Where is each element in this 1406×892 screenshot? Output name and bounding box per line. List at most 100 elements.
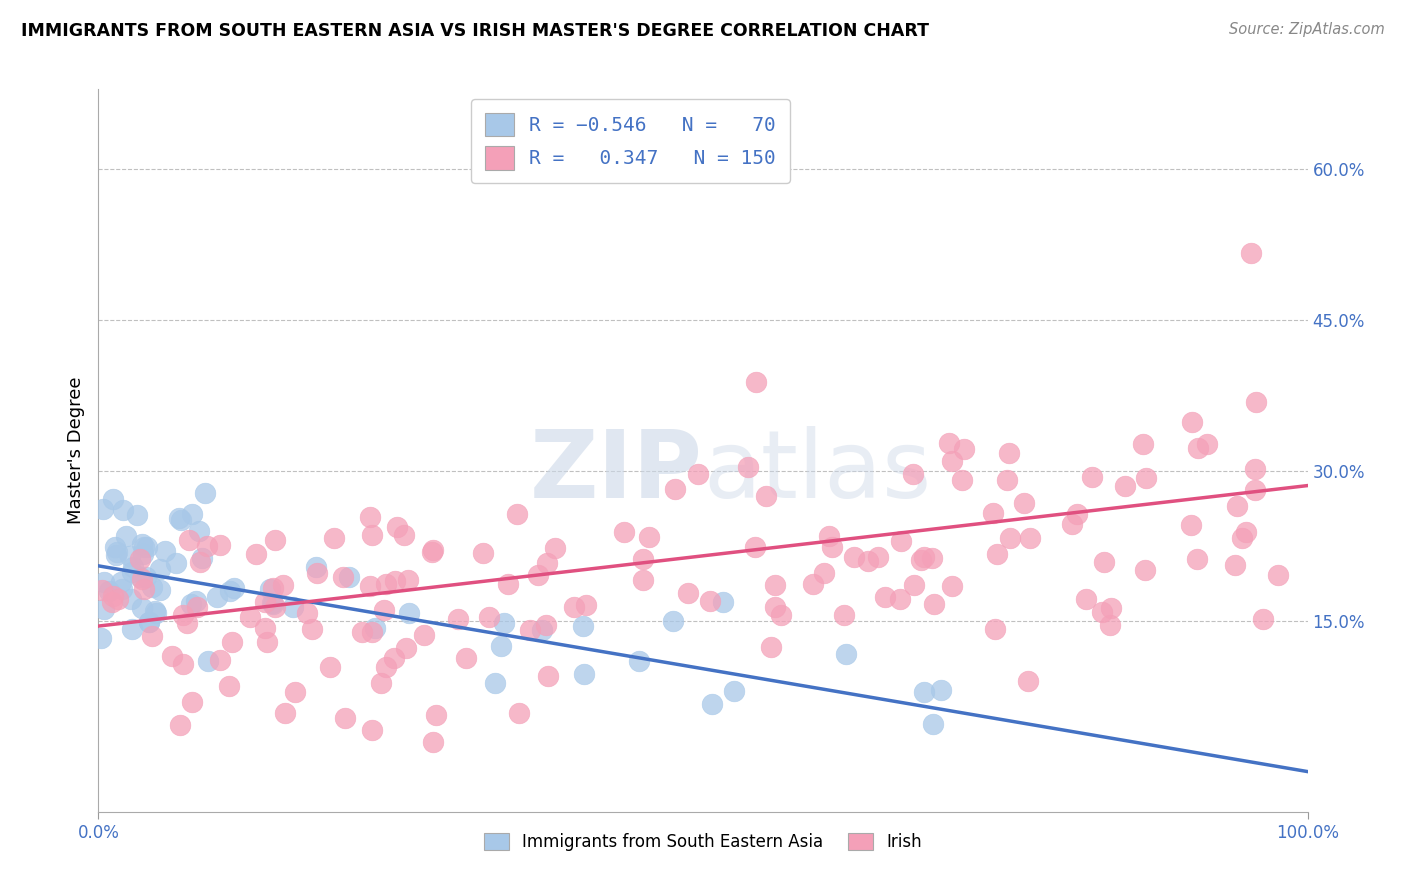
Point [121,565,143,579]
Point [361,624,384,639]
Point [821,540,844,554]
Point [496,576,519,591]
Point [93,502,115,516]
Point [186,600,208,615]
Point [153,544,176,558]
Point [755,489,778,503]
Point [101,492,124,507]
Point [425,708,447,723]
Point [664,483,686,497]
Point [129,570,152,584]
Point [613,524,636,539]
Point [111,582,134,596]
Point [1133,563,1156,577]
Point [1181,415,1204,429]
Point [519,623,541,637]
Point [536,618,558,632]
Point [165,557,187,571]
Point [392,528,415,542]
Point [396,573,419,587]
Point [112,502,135,516]
Point [903,578,925,592]
Point [875,590,897,604]
Point [1226,500,1249,514]
Point [132,582,155,596]
Point [180,507,202,521]
Point [370,676,392,690]
Point [172,657,194,671]
Text: Source: ZipAtlas.com: Source: ZipAtlas.com [1229,22,1385,37]
Point [412,628,434,642]
Point [1244,483,1267,498]
Point [131,537,153,551]
Point [700,697,723,711]
Point [143,604,166,618]
Point [256,635,278,649]
Point [138,615,160,630]
Point [352,625,374,640]
Point [422,735,444,749]
Point [134,540,156,554]
Point [382,651,405,665]
Point [219,583,242,598]
Point [221,634,243,648]
Point [842,549,865,564]
Point [763,578,786,592]
Point [950,473,973,487]
Point [1236,524,1258,539]
Point [110,574,132,589]
Point [384,574,406,588]
Point [333,711,356,725]
Point [995,473,1018,487]
Point [941,579,963,593]
Legend: Immigrants from South Eastern Asia, Irish: Immigrants from South Eastern Asia, Iris… [477,826,929,857]
Point [191,550,214,565]
Point [572,667,595,681]
Point [131,601,153,615]
Point [472,546,495,560]
Point [141,580,163,594]
Point [1135,471,1157,485]
Point [1180,517,1202,532]
Point [922,716,945,731]
Point [176,615,198,630]
Point [91,583,114,598]
Point [160,648,183,663]
Text: IMMIGRANTS FROM SOUTH EASTERN ASIA VS IRISH MASTER'S DEGREE CORRELATION CHART: IMMIGRANTS FROM SOUTH EASTERN ASIA VS IR… [21,22,929,40]
Point [998,445,1021,459]
Point [922,597,945,611]
Point [759,640,782,654]
Point [264,600,287,615]
Text: ZIP: ZIP [530,426,703,518]
Point [262,597,284,611]
Point [866,549,889,564]
Point [637,531,659,545]
Point [686,467,709,481]
Point [104,540,127,554]
Point [903,467,925,481]
Point [149,562,172,576]
Point [245,547,267,561]
Y-axis label: Master's Degree: Master's Degree [66,376,84,524]
Point [575,599,598,613]
Point [737,459,759,474]
Point [1012,495,1035,509]
Point [537,669,560,683]
Point [107,592,129,607]
Point [526,567,548,582]
Point [373,603,395,617]
Point [131,572,153,586]
Point [769,608,792,623]
Point [1132,436,1154,450]
Point [121,623,143,637]
Point [912,550,935,565]
Point [208,538,231,552]
Point [395,640,418,655]
Point [489,639,512,653]
Point [484,676,506,690]
Point [398,607,420,621]
Point [914,685,936,699]
Point [134,570,156,584]
Point [136,540,159,554]
Point [1251,611,1274,625]
